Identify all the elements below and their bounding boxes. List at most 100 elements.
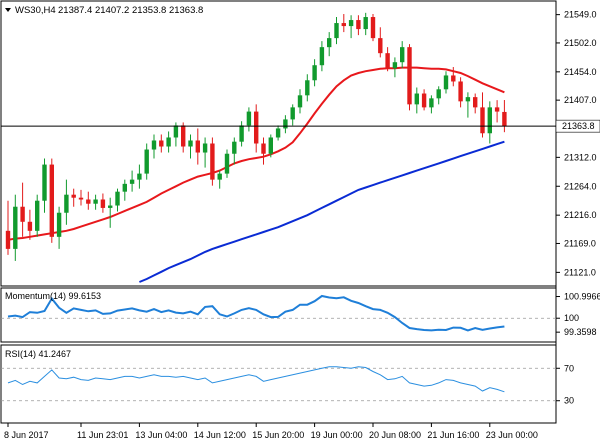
candle (421, 89, 427, 111)
rsi-tick-label: 70 (564, 363, 574, 373)
rsi-indicator: 70 30 (1, 363, 574, 406)
candle (443, 71, 449, 94)
collapse-triangle-icon[interactable] (5, 8, 11, 12)
momentum-tick-label: 99.3598 (564, 327, 597, 337)
candle (341, 14, 346, 33)
candle (93, 194, 98, 210)
candle (210, 137, 215, 186)
candle (195, 128, 200, 165)
candle (5, 200, 11, 255)
price-tick-label: 21549.0 (564, 10, 597, 20)
rsi-line (7, 366, 505, 393)
candle (465, 92, 471, 118)
candle (239, 121, 244, 147)
rsi-panel-frame (0, 344, 557, 424)
candle (35, 194, 40, 237)
candles (5, 12, 507, 261)
candle (473, 93, 478, 114)
candle (385, 47, 390, 72)
ma-slow-line (139, 140, 505, 283)
candle (268, 134, 273, 158)
price-tick-label: 21216.0 (564, 210, 597, 220)
momentum-line (7, 294, 505, 332)
candle (100, 193, 106, 213)
candle (49, 158, 54, 243)
candle (487, 101, 492, 144)
candle (64, 179, 69, 225)
candle (181, 122, 186, 153)
time-tick-label: 20 Jun 08:00 (369, 430, 421, 440)
price-tick-label: 21407.0 (564, 95, 597, 105)
candle (429, 95, 434, 114)
candle (144, 143, 149, 180)
candle (86, 191, 91, 210)
candle (275, 125, 281, 141)
current-price-box (555, 119, 600, 133)
time-tick-label: 11 Jun 23:01 (77, 430, 128, 440)
main-panel-frame (0, 0, 557, 287)
price-tick-label: 21264.0 (564, 181, 597, 191)
candle (502, 100, 507, 133)
momentum-indicator: 100.9966 100 99.3598 (1, 292, 600, 337)
candle (348, 15, 354, 39)
candle (370, 14, 376, 42)
candle (458, 77, 463, 108)
price-tick-label: 21312.0 (564, 152, 597, 162)
candle (400, 41, 405, 69)
price-tick-label: 21454.0 (564, 67, 597, 77)
candle (42, 158, 47, 213)
candle (122, 179, 127, 201)
candle (480, 92, 485, 138)
price-tick-label: 21169.0 (564, 238, 596, 248)
time-tick-label: 19 Jun 00:00 (311, 430, 363, 440)
time-tick-label: 15 Jun 20:00 (252, 430, 304, 440)
time-tick-label: 23 Jun 00:00 (486, 430, 538, 440)
candle (283, 115, 288, 134)
candle (378, 27, 383, 58)
candle (407, 44, 412, 111)
time-tick-label: 8 Jun 2017 (4, 430, 49, 440)
candle (254, 104, 259, 153)
candle (151, 134, 157, 159)
candle (202, 137, 208, 168)
candle (312, 59, 317, 87)
candle (137, 164, 142, 189)
ma-fast-line (7, 66, 505, 241)
price-axis-ticks: 21549.021502.021454.021407.021359.021312… (556, 10, 597, 277)
candle (290, 104, 295, 126)
candle (217, 170, 222, 189)
candle (188, 134, 193, 159)
momentum-tick-label: 100 (564, 313, 579, 323)
candle (356, 15, 361, 36)
candle (115, 188, 120, 212)
candle (159, 134, 164, 153)
candle (414, 87, 419, 114)
time-tick-label: 21 Jun 16:00 (427, 430, 479, 440)
candle (392, 57, 398, 78)
ma-fast-path (7, 66, 505, 241)
symbol-timeframe: WS30,H4 (15, 5, 56, 16)
candle (261, 137, 266, 165)
rsi-tick-label: 30 (564, 396, 574, 406)
candle (20, 182, 25, 237)
candle (129, 170, 135, 192)
candle (246, 107, 252, 132)
momentum-tick-label: 100.9966 (564, 292, 600, 302)
candle (451, 67, 456, 87)
candle (494, 100, 500, 123)
current-price-label: 21363.8 (562, 121, 595, 131)
candle (71, 188, 76, 207)
time-tick-label: 14 Jun 12:00 (194, 430, 246, 440)
candle (334, 17, 339, 45)
candle (327, 32, 332, 57)
candle (56, 206, 62, 249)
candle (305, 74, 310, 102)
ma-slow-path (139, 140, 505, 283)
price-tick-label: 21121.0 (564, 267, 596, 277)
time-axis-labels: 8 Jun 2017 11 Jun 23:01 13 Jun 04:00 14 Jun… (4, 423, 538, 440)
candle (319, 41, 325, 72)
candle (363, 12, 368, 36)
rsi-label: RSI(14) 41.2467 (5, 349, 71, 359)
ohlc-readout: 21387.4 21407.2 21353.8 21363.8 (58, 5, 203, 16)
